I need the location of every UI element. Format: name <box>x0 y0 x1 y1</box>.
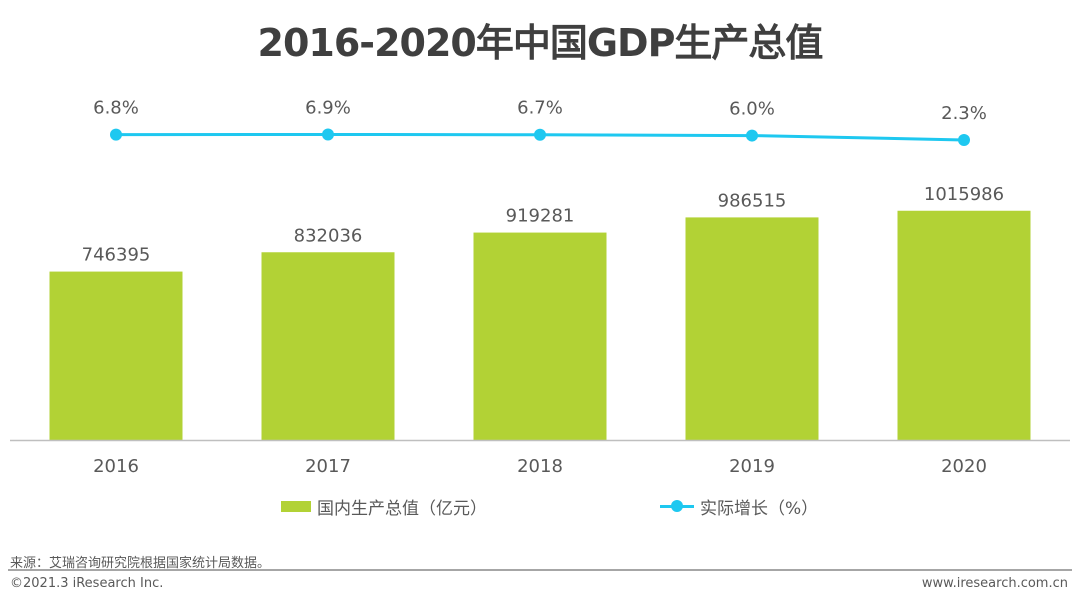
bar-2020 <box>897 210 1031 440</box>
bar-2017 <box>261 252 395 440</box>
legend-item-growth: 实际增长（%） <box>660 494 818 519</box>
growth-label-2018: 6.7% <box>517 98 563 119</box>
bar-2016 <box>49 271 183 440</box>
legend-label-gdp: 国内生产总值（亿元） <box>317 499 487 519</box>
legend-item-gdp: 国内生产总值（亿元） <box>281 494 487 519</box>
chart-plot: 746395 2016 832036 2017 919281 2018 986515 2019… <box>10 97 1070 477</box>
growth-point-2017 <box>322 128 334 141</box>
bar-label-2016: 746395 <box>82 245 151 266</box>
bar-2019 <box>685 217 819 440</box>
bar-label-2017: 832036 <box>294 225 363 246</box>
growth-point-2020 <box>958 133 970 146</box>
growth-point-2019 <box>746 129 758 142</box>
legend-bar-swatch <box>281 501 311 512</box>
website-link: www.iresearch.com.cn <box>921 576 1068 591</box>
chart-title: 2016-2020年中国GDP生产总值 <box>257 21 824 65</box>
source-note: 来源：艾瑞咨询研究院根据国家统计局数据。 <box>10 556 271 571</box>
x-tick-label-2019: 2019 <box>729 456 775 477</box>
growth-point-2016 <box>110 128 122 141</box>
bar-2018 <box>473 232 607 440</box>
bar-label-2019: 986515 <box>718 190 787 211</box>
growth-label-2019: 6.0% <box>729 99 775 120</box>
copyright: ©2021.3 iResearch Inc. <box>10 576 164 591</box>
footer-divider <box>8 569 1072 571</box>
x-tick-label-2017: 2017 <box>305 456 351 477</box>
legend-label-growth: 实际增长（%） <box>700 499 819 519</box>
growth-label-2016: 6.8% <box>93 98 139 119</box>
growth-label-2020: 2.3% <box>941 103 987 124</box>
growth-label-2017: 6.9% <box>305 97 351 118</box>
bar-label-2020: 1015986 <box>924 184 1004 205</box>
x-tick-label-2020: 2020 <box>941 456 987 477</box>
x-tick-label-2016: 2016 <box>93 456 139 477</box>
bar-label-2018: 919281 <box>506 206 575 227</box>
legend-line-swatch <box>660 500 694 512</box>
growth-point-2018 <box>534 128 546 141</box>
x-tick-label-2018: 2018 <box>517 456 563 477</box>
